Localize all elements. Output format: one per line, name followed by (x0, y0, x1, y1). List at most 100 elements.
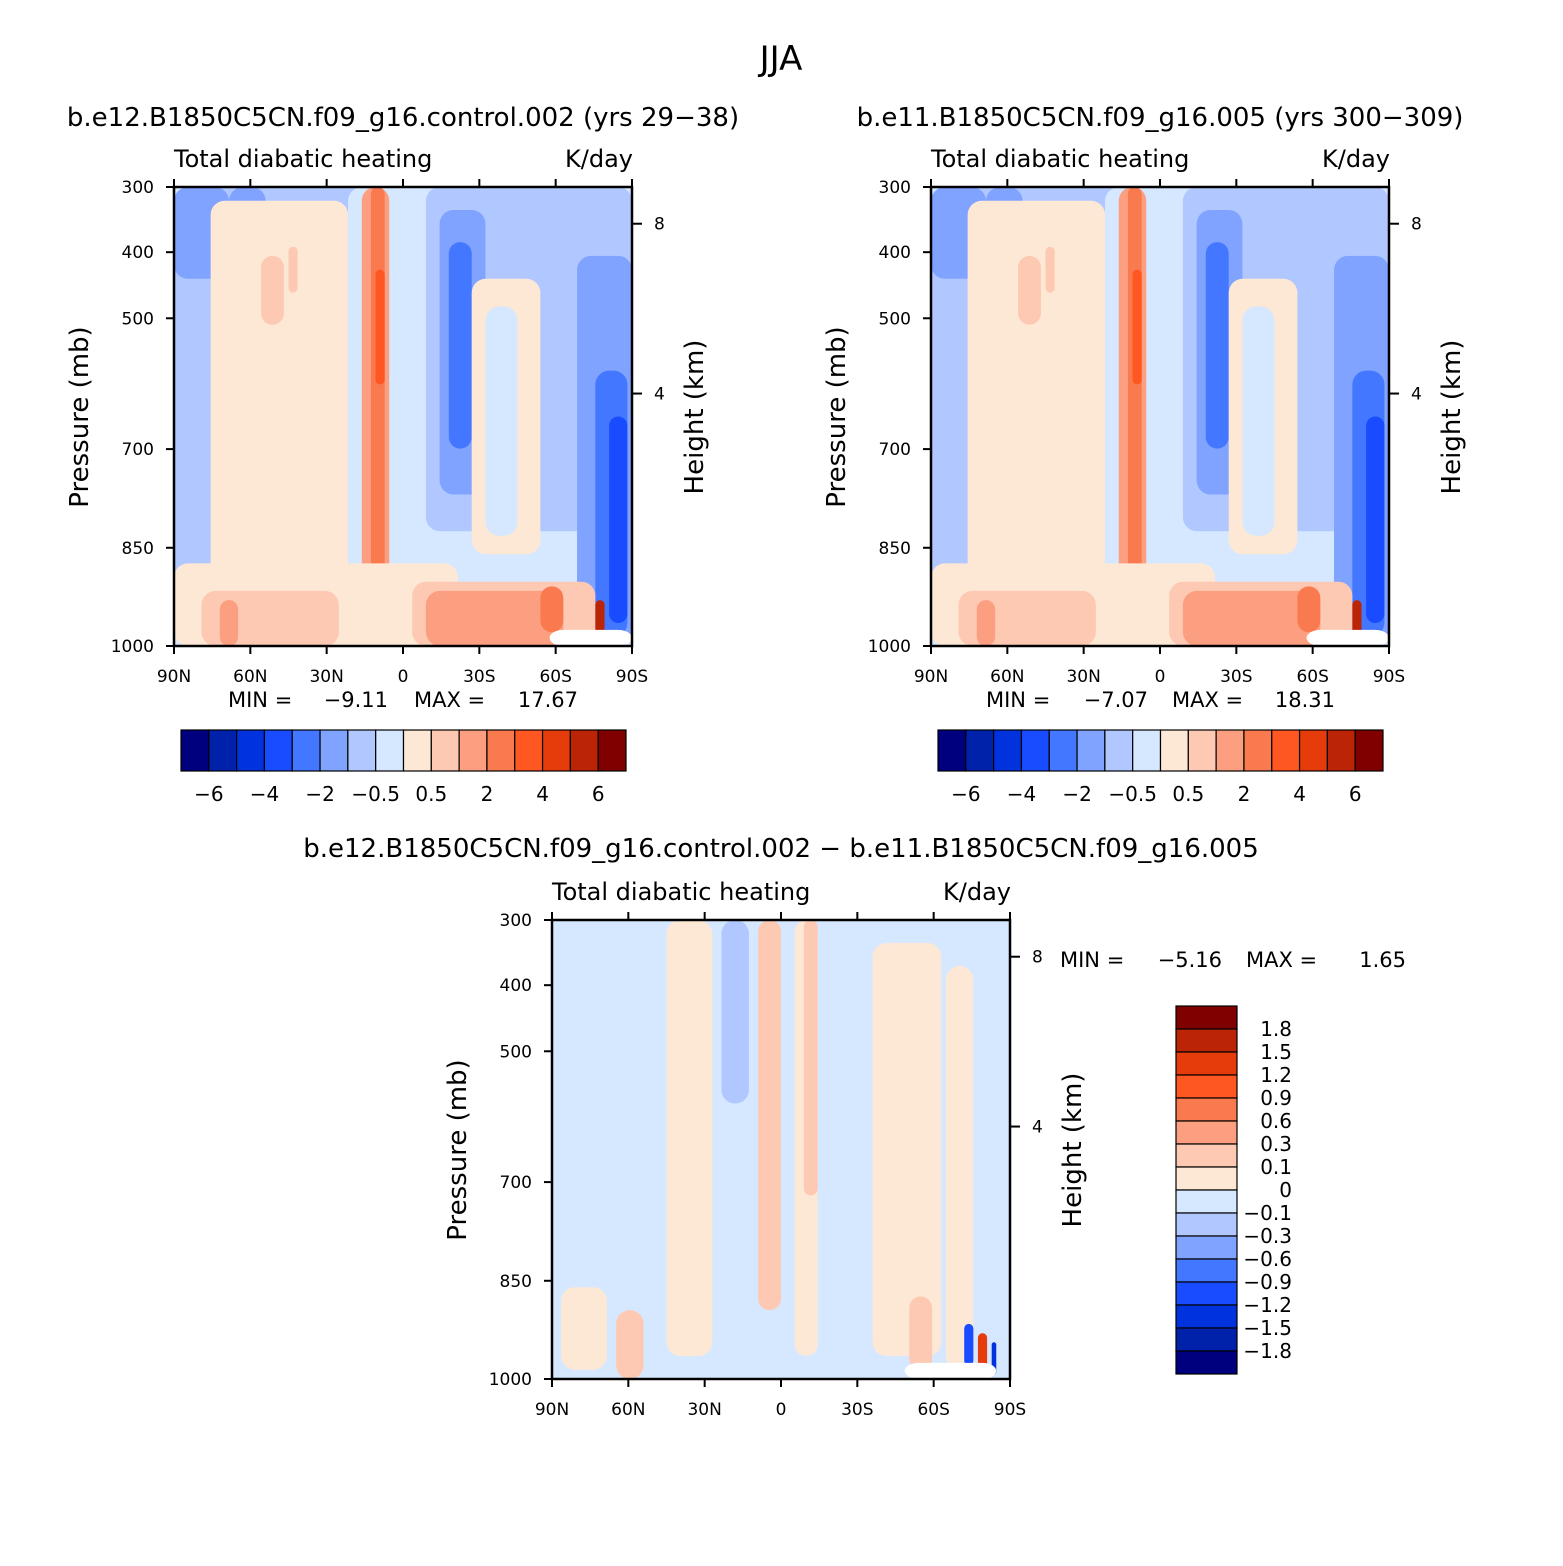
x-tick-label: 90S (994, 1400, 1026, 1420)
colorbar-label: 6 (1349, 782, 1362, 806)
contour-region (758, 920, 781, 1311)
colorbar-swatch (1175, 1166, 1238, 1191)
colorbar-label: −6 (951, 782, 980, 806)
max-value: 18.31 (1275, 688, 1335, 712)
colorbar-label: 1.5 (1260, 1040, 1292, 1064)
contour-plot: 90N 60N 30N 0 30S 60S 90S 300 400 500 700 850 1000 8 4 (868, 178, 1422, 687)
colorbar-swatch (1175, 1143, 1238, 1168)
y-tick-label: 400 (879, 243, 911, 263)
colorbar-swatch (180, 729, 210, 772)
max-label: MAX = (414, 688, 485, 712)
colorbar-label: −1.8 (1243, 1339, 1292, 1363)
contour-region (1132, 269, 1142, 385)
contour-region (375, 269, 385, 385)
x-tick-label: 30N (1066, 667, 1100, 687)
contour-region (803, 920, 818, 1196)
contour-region (448, 242, 472, 449)
contour-region (1242, 306, 1275, 536)
colorbar-swatch (1175, 1120, 1238, 1145)
colorbar-label: −4 (250, 782, 279, 806)
colorbar-label: 1.2 (1260, 1063, 1292, 1087)
x-tick-label: 90S (616, 667, 648, 687)
contour-region (485, 306, 518, 536)
contour-region (1297, 586, 1321, 633)
colorbar-swatch (1175, 1005, 1238, 1030)
colorbar: 1.81.51.20.90.60.30.10−0.1−0.3−0.6−0.9−1… (1175, 1005, 1292, 1375)
x-tick-label: 0 (776, 1400, 787, 1420)
y-tick-label: 400 (500, 976, 532, 996)
x-tick-label: 0 (1155, 667, 1166, 687)
y-tick-label: 300 (122, 178, 154, 198)
colorbar-swatch (1175, 1304, 1238, 1329)
colorbar-swatch (319, 729, 349, 772)
contour-region (1366, 416, 1385, 624)
contour-region (904, 1362, 997, 1379)
y-tick-label: 1000 (111, 637, 154, 657)
colorbar-label: −6 (194, 782, 223, 806)
x-tick-label: 0 (398, 667, 409, 687)
colorbar-swatch (1354, 729, 1384, 772)
y-tick-label: 400 (122, 243, 154, 263)
colorbar-swatch (514, 729, 544, 772)
colorbar-swatch (1175, 1258, 1238, 1283)
colorbar-swatch (291, 729, 321, 772)
x-tick-label: 60N (990, 667, 1024, 687)
colorbar-swatch (1132, 729, 1162, 772)
panel-title: b.e12.B1850C5CN.f09_g16.control.002 (yrs… (67, 103, 739, 133)
y-tick-label: 850 (122, 539, 154, 559)
contour-region (549, 629, 632, 646)
contour-region (210, 200, 349, 646)
colorbar-swatch (1104, 729, 1134, 772)
x-tick-label: 60N (233, 667, 267, 687)
min-value: −9.11 (324, 688, 388, 712)
min-value: −5.16 (1158, 948, 1222, 972)
y-tick-label: 500 (500, 1042, 532, 1062)
y-axis-label: Pressure (mb) (65, 326, 95, 507)
x-tick-label: 30N (687, 1400, 721, 1420)
max-label: MAX = (1246, 948, 1317, 972)
y-right-tick-label: 8 (654, 215, 665, 235)
contour-region (666, 920, 713, 1357)
x-tick-label: 60S (539, 667, 571, 687)
colorbar-swatch (1048, 729, 1078, 772)
colorbar-label: −4 (1007, 782, 1036, 806)
x-tick-label: 90N (914, 667, 948, 687)
x-tick-label: 90N (157, 667, 191, 687)
y-tick-label: 700 (500, 1173, 532, 1193)
y-tick-label: 500 (122, 309, 154, 329)
colorbar-label: 2 (481, 782, 494, 806)
colorbar-swatch (375, 729, 405, 772)
units-label: K/day (565, 145, 633, 173)
contour-region (1205, 242, 1229, 449)
colorbar-swatch (1175, 1212, 1238, 1237)
colorbar-label: 2 (1238, 782, 1251, 806)
colorbar-label: −0.3 (1243, 1224, 1292, 1248)
x-tick-label: 60N (611, 1400, 645, 1420)
colorbar-swatch (937, 729, 967, 772)
y-right-tick-label: 8 (1032, 948, 1043, 968)
y-right-axis-label: Height (km) (1437, 340, 1467, 495)
contour-region (909, 1296, 933, 1370)
contour-region (425, 590, 564, 646)
colorbar-label: 1.8 (1260, 1017, 1292, 1041)
colorbar-label: −2 (305, 782, 334, 806)
x-tick-label: 90N (535, 1400, 569, 1420)
colorbar-swatch (1175, 1189, 1238, 1214)
colorbar-swatch (430, 729, 460, 772)
contour-region (288, 246, 298, 293)
colorbar-swatch (1159, 729, 1189, 772)
colorbar-swatch (1187, 729, 1217, 772)
y-right-tick-label: 4 (1032, 1118, 1043, 1138)
contour-region (964, 1323, 974, 1366)
colorbar-swatch (993, 729, 1023, 772)
colorbar-swatch (597, 729, 627, 772)
y-right-tick-label: 4 (1411, 385, 1422, 405)
units-label: K/day (943, 878, 1011, 906)
colorbar-swatch (208, 729, 238, 772)
contour-region (261, 255, 284, 325)
contour-region (1182, 590, 1321, 646)
colorbar-swatch (458, 729, 488, 772)
colorbar-swatch (541, 729, 571, 772)
units-label: K/day (1322, 145, 1390, 173)
x-tick-label: 30S (1220, 667, 1252, 687)
